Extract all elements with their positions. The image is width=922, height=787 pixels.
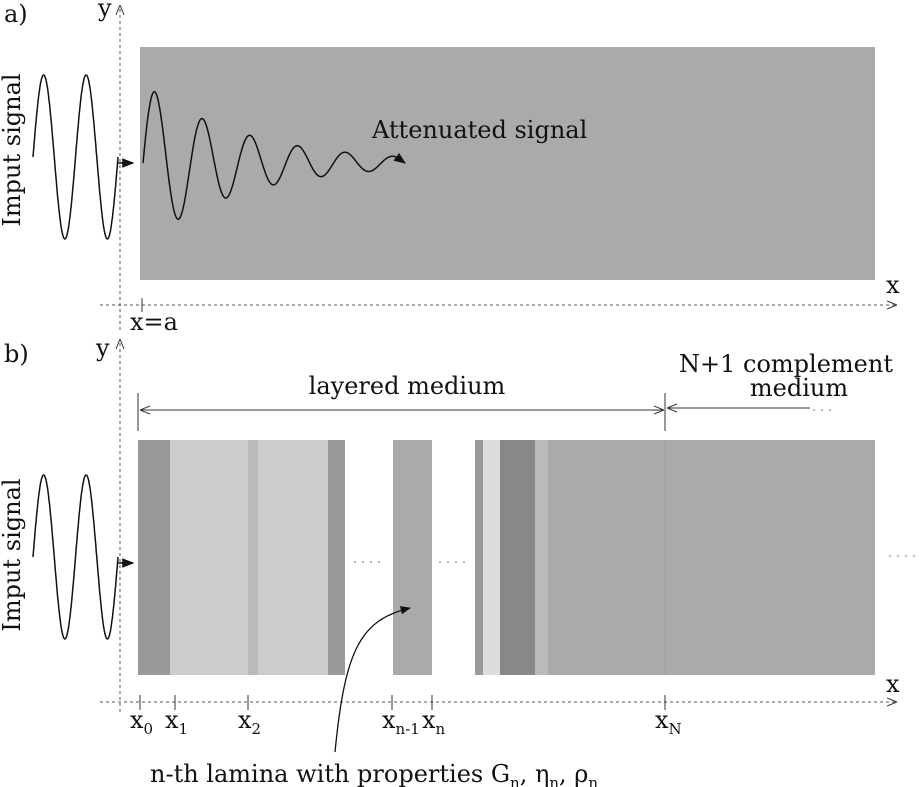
tick-sub: n (436, 720, 446, 738)
tick-label: xn (422, 706, 446, 738)
attenuated-wave (142, 90, 406, 221)
caption-text: , η (520, 760, 550, 787)
input-label: Imput signal (0, 73, 26, 226)
tick-base: x (165, 706, 179, 734)
output-label: Attenuated signal (371, 116, 587, 144)
tick-label: xN (655, 706, 682, 738)
caption-sub: n (510, 774, 520, 787)
tick-base: x (655, 706, 669, 734)
tick-sub: 0 (144, 720, 154, 738)
caption-sub: n (549, 774, 559, 787)
caption: n-th lamina with properties Gn, ηn, ρn (150, 760, 598, 787)
tick-base: x (422, 706, 436, 734)
tick-label: xn-1 (382, 706, 420, 738)
tick-label: x2 (238, 706, 261, 738)
tick-sub: 2 (252, 720, 262, 738)
axis-label: y (97, 0, 112, 22)
input-wave (32, 474, 119, 640)
tick-label: x0 (130, 706, 153, 738)
tick-label: x1 (165, 706, 188, 738)
axis-label: x (886, 670, 900, 698)
medium (140, 47, 875, 280)
panel-label: b) (4, 340, 29, 368)
input-wave (32, 74, 119, 240)
caption-text: , ρ (559, 760, 588, 787)
tick-sub: n-1 (396, 720, 420, 738)
layers (138, 440, 875, 675)
axis-label: y (95, 334, 110, 362)
tick-base: x (238, 706, 252, 734)
panel-label: a) (4, 0, 28, 28)
interface-label: x=a (130, 308, 178, 336)
tick-base: x (382, 706, 396, 734)
input-label: Imput signal (0, 478, 26, 631)
pointer-arrow (334, 606, 412, 753)
caption-sub: n (588, 774, 598, 787)
complement-label: N+1 complement (679, 350, 893, 378)
tick-sub: 1 (179, 720, 189, 738)
axis-label: x (886, 271, 900, 299)
complement-label: medium (750, 374, 848, 402)
tick-sub: N (669, 720, 682, 738)
tick-base: x (130, 706, 144, 734)
ellipsis (354, 409, 915, 563)
caption-text: n-th lamina with properties G (150, 760, 510, 787)
layered-label: layered medium (309, 372, 506, 400)
